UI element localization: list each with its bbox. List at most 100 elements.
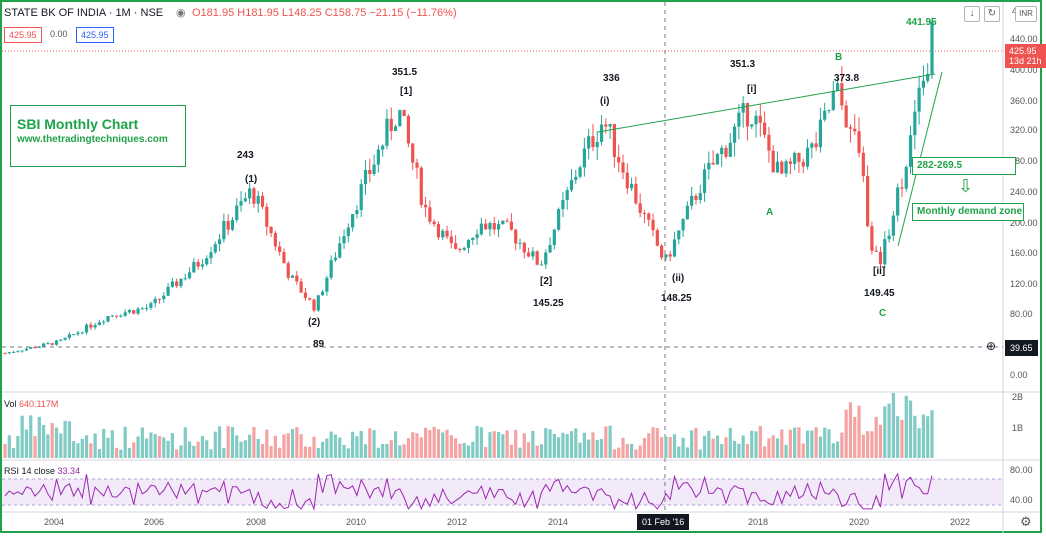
candle-body xyxy=(767,134,771,151)
candle-body xyxy=(805,147,810,167)
candle-body xyxy=(282,251,286,264)
currency-badge[interactable]: INR xyxy=(1015,6,1037,22)
volume-bar xyxy=(222,447,226,458)
volume-bar xyxy=(887,403,891,458)
candle-body xyxy=(801,161,805,167)
volume-bar xyxy=(84,435,89,458)
price-axis-label: 360.00 xyxy=(1010,96,1038,106)
website-url: www.thetradingtechniques.com xyxy=(17,134,168,145)
volume-bar xyxy=(312,436,316,458)
candle-body xyxy=(861,152,865,176)
candles-group xyxy=(3,17,934,355)
volume-bar xyxy=(445,429,449,458)
volume-bar xyxy=(97,449,102,458)
candle-body xyxy=(535,251,539,265)
symbol-title[interactable]: STATE BK OF INDIA · 1M · NSE xyxy=(4,7,164,19)
candle-body xyxy=(617,157,621,163)
settings-gear-icon[interactable]: ⚙ xyxy=(1020,514,1032,529)
volume-bar xyxy=(368,428,372,458)
candle-body xyxy=(3,353,7,355)
candle-body xyxy=(544,252,548,265)
volume-bar xyxy=(458,443,462,458)
volume-bar xyxy=(24,429,29,458)
volume-bar xyxy=(351,431,355,458)
wave-label-w441: 441.95 xyxy=(906,17,937,28)
candle-body xyxy=(342,236,346,244)
candle-body xyxy=(698,192,702,200)
volume-bar xyxy=(883,406,887,458)
candle-body xyxy=(273,233,277,247)
candle-body xyxy=(406,115,411,144)
candle-body xyxy=(140,308,144,310)
candle-body xyxy=(110,315,114,317)
time-axis-label: 2018 xyxy=(748,517,769,527)
candle-body xyxy=(878,251,883,265)
volume-bar xyxy=(462,443,466,458)
time-axis-label: 2010 xyxy=(346,517,367,527)
candle-body xyxy=(638,203,642,213)
candle-body xyxy=(655,230,659,246)
candle-body xyxy=(423,204,428,208)
candle-body xyxy=(11,351,16,353)
volume-bar xyxy=(290,428,295,458)
volume-bar xyxy=(140,427,144,458)
visibility-icon[interactable]: ◉ xyxy=(176,7,186,19)
candle-body xyxy=(853,128,857,132)
candle-body xyxy=(355,210,359,215)
volume-bar xyxy=(42,424,46,458)
candle-body xyxy=(145,307,149,309)
volume-bar xyxy=(561,432,565,458)
price-axis-label: 0.00 xyxy=(1010,370,1028,380)
candle-body xyxy=(93,325,97,328)
candle-body xyxy=(59,339,63,341)
volume-bar xyxy=(595,439,599,458)
candle-body xyxy=(7,352,11,354)
volume-bar xyxy=(591,432,595,458)
candle-body xyxy=(411,143,415,163)
volume-bar xyxy=(831,443,835,458)
volume-bar xyxy=(175,449,179,458)
volume-bars-group xyxy=(3,393,934,458)
volume-bar xyxy=(329,431,333,458)
candle-body xyxy=(587,136,591,149)
arrow-down-icon[interactable]: ↓ xyxy=(964,6,980,22)
volume-bar xyxy=(891,393,895,458)
volume-bar xyxy=(89,443,93,458)
volume-bar xyxy=(33,436,37,458)
candle-body xyxy=(866,175,870,227)
volume-bar xyxy=(492,431,496,458)
volume-label[interactable]: Vol 640.117M xyxy=(4,399,58,409)
volume-bar xyxy=(342,444,346,458)
candle-body xyxy=(788,161,792,164)
candle-body xyxy=(514,229,518,244)
crosshair-plus-icon[interactable]: ⊕ xyxy=(986,339,997,353)
volume-bar xyxy=(827,429,831,458)
volume-bar xyxy=(574,428,578,458)
volume-bar xyxy=(878,424,883,458)
rsi-name: RSI 14 close xyxy=(4,466,56,476)
candle-body xyxy=(308,297,312,300)
wave-label-w1: (1) xyxy=(245,174,258,185)
candle-body xyxy=(183,278,187,280)
rsi-label[interactable]: RSI 14 close 33.34 xyxy=(4,466,80,476)
demand-zone-label: Monthly demand zone xyxy=(917,206,1022,217)
volume-bar xyxy=(230,426,235,458)
volume-bar xyxy=(338,437,342,458)
candle-body xyxy=(136,308,140,314)
candle-body xyxy=(462,247,466,250)
refresh-icon[interactable]: ↻ xyxy=(984,6,1000,22)
candle-body xyxy=(196,261,200,267)
candle-body xyxy=(166,286,170,296)
candle-body xyxy=(823,110,827,120)
candle-body xyxy=(149,303,153,308)
candle-body xyxy=(793,152,797,164)
volume-bar xyxy=(260,443,265,458)
volume-bar xyxy=(153,434,157,458)
volume-bar xyxy=(273,435,277,458)
wave-label-w149: 149.45 xyxy=(864,288,895,299)
volume-bar xyxy=(664,436,668,458)
volume-bar xyxy=(904,395,908,458)
price-axis-label: 400.00 xyxy=(1010,65,1038,75)
candle-body xyxy=(359,184,363,211)
volume-bar xyxy=(11,448,16,458)
